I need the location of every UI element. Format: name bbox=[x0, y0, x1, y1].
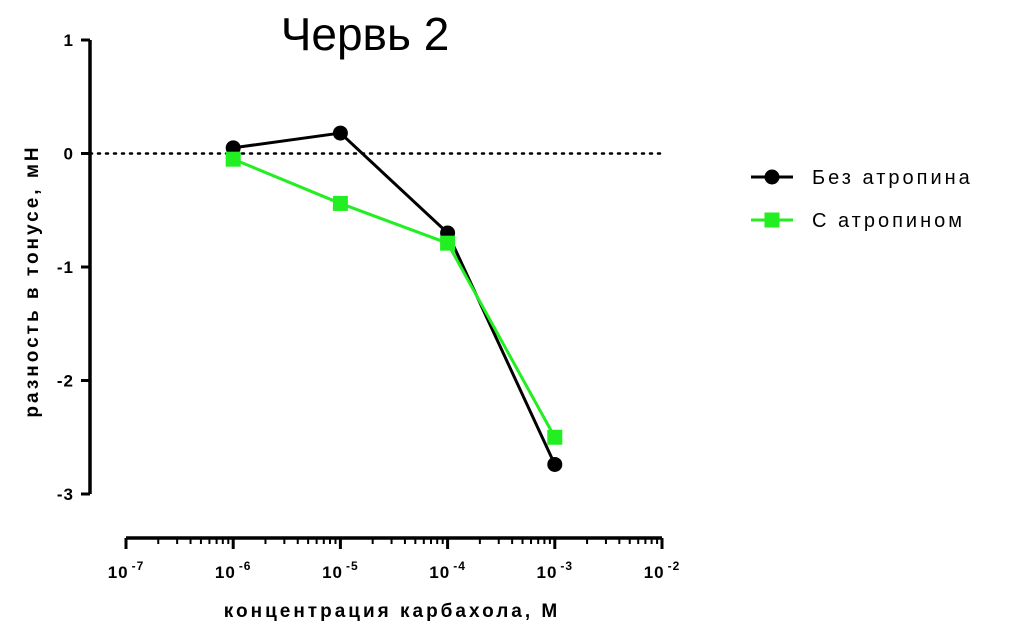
y-tick-label: 0 bbox=[64, 145, 74, 164]
y-axis-title: разность в тонусе, мН bbox=[22, 144, 43, 417]
x-tick-label: 10 -5 bbox=[322, 559, 359, 582]
x-tick-label: 10 -7 bbox=[108, 559, 145, 582]
data-point-series-1 bbox=[225, 140, 241, 156]
data-point-series-2 bbox=[440, 235, 456, 251]
legend-marker-square bbox=[764, 212, 780, 228]
legend-label-1: Без атропина bbox=[812, 167, 973, 189]
chart-title: Червь 2 bbox=[281, 8, 450, 60]
series-line-2 bbox=[232, 157, 557, 438]
x-tick-label: 10 -6 bbox=[215, 559, 252, 582]
y-tick-label: -1 bbox=[57, 258, 74, 277]
data-point-series-1 bbox=[332, 125, 348, 141]
data-point-series-1 bbox=[547, 456, 563, 472]
data-point-series-2 bbox=[332, 195, 348, 211]
legend-label-2: С атропином bbox=[812, 210, 965, 232]
y-tick-label: 1 bbox=[64, 31, 74, 50]
y-tick-label: -3 bbox=[57, 485, 74, 504]
y-tick-label: -2 bbox=[57, 372, 74, 391]
x-tick-label: 10 -2 bbox=[644, 559, 681, 582]
x-tick-label: 10 -3 bbox=[537, 559, 574, 582]
data-point-series-2 bbox=[225, 151, 241, 167]
series-line-1 bbox=[232, 131, 557, 466]
x-axis-title: концентрация карбахола, М bbox=[224, 601, 561, 622]
data-point-series-2 bbox=[547, 429, 563, 445]
legend-marker-circle bbox=[764, 169, 780, 185]
x-tick-label: 10 -4 bbox=[429, 559, 466, 582]
